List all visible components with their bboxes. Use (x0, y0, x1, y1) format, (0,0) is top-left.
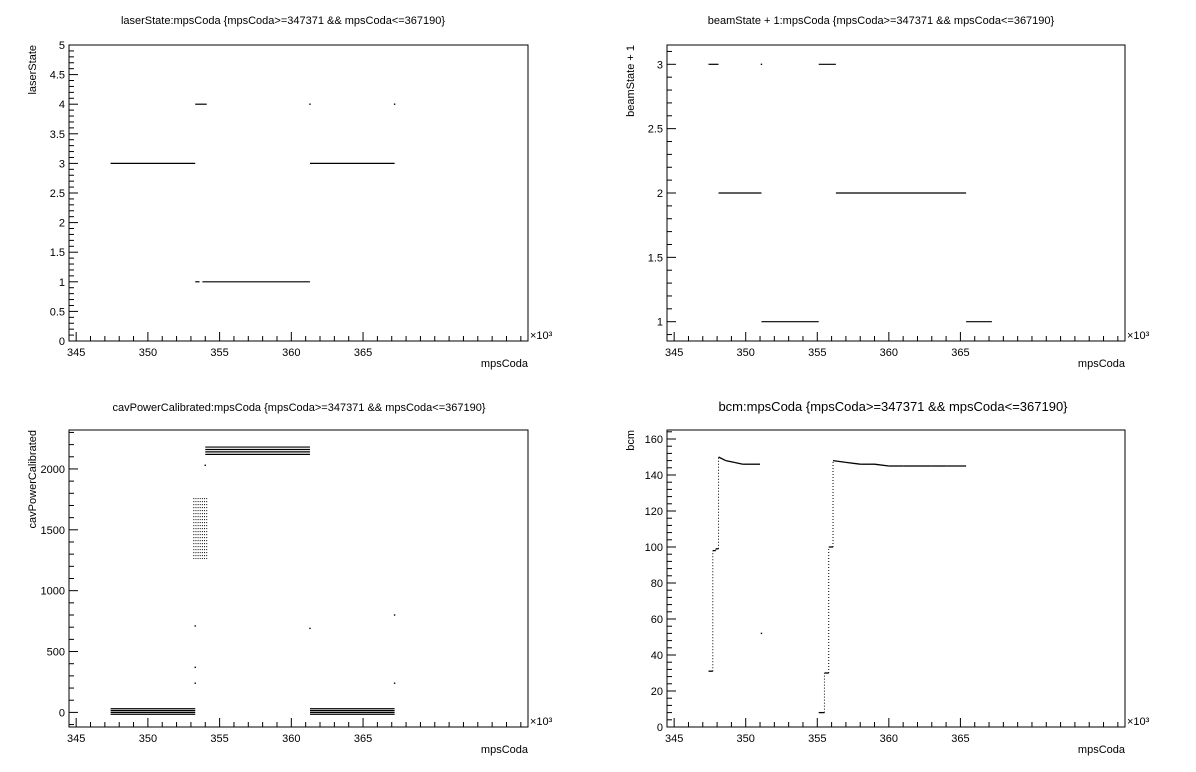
x-tick-label: 350 (139, 733, 157, 745)
data-point (194, 682, 196, 684)
x-tick-label: 360 (282, 347, 300, 359)
data-point (204, 464, 206, 466)
y-axis-label: bcm (625, 430, 637, 451)
y-tick-label: 3.5 (50, 129, 65, 141)
y-tick-label: 100 (645, 542, 663, 554)
data-point (393, 103, 396, 105)
chart-title: bcm:mpsCoda {mpsCoda>=347371 && mpsCoda<… (718, 399, 1068, 414)
plot-frame (68, 429, 529, 728)
x-tick-label: 355 (808, 347, 826, 359)
y-tick-label: 0.5 (50, 306, 65, 318)
x-tick-label: 355 (210, 347, 228, 359)
x-tick-label: 350 (139, 347, 157, 359)
chart-panel-1: laserState:mpsCoda {mpsCoda>=347371 && m… (27, 15, 553, 370)
data-series-segment (734, 461, 743, 465)
x-tick-label: 365 (354, 733, 372, 745)
y-tick-label: 20 (651, 686, 663, 698)
y-axis-label: laserState (27, 45, 39, 95)
data-series-segment (874, 463, 889, 467)
chart-title: laserState:mpsCoda {mpsCoda>=347371 && m… (121, 15, 445, 27)
data-point (393, 682, 396, 684)
data-series-segment (832, 459, 846, 464)
x-axis-label: mpsCoda (481, 358, 529, 370)
x-tick-label: 345 (67, 347, 85, 359)
chart-panel-4: bcm:mpsCoda {mpsCoda>=347371 && mpsCoda<… (625, 399, 1150, 756)
y-tick-label: 1000 (41, 586, 65, 598)
x-multiplier-label: ×10³ (530, 716, 553, 728)
data-point (760, 63, 763, 66)
y-tick-label: 0 (59, 336, 65, 348)
data-point (760, 632, 763, 635)
y-tick-label: 2000 (41, 464, 65, 476)
y-tick-label: 60 (651, 614, 663, 626)
chart-title: cavPowerCalibrated:mpsCoda {mpsCoda>=347… (112, 402, 485, 414)
y-axis-label: cavPowerCalibrated (27, 430, 39, 528)
x-multiplier-label: ×10³ (1127, 330, 1150, 342)
x-tick-label: 345 (665, 733, 683, 745)
x-axis-label: mpsCoda (1078, 358, 1126, 370)
x-tick-label: 360 (880, 733, 898, 745)
y-tick-label: 160 (645, 434, 663, 446)
x-tick-label: 350 (737, 733, 755, 745)
x-tick-label: 355 (210, 733, 228, 745)
data-point (309, 627, 311, 630)
y-tick-label: 3 (59, 158, 65, 170)
chart-panel-3: cavPowerCalibrated:mpsCoda {mpsCoda>=347… (27, 402, 553, 756)
data-series-segment (718, 456, 726, 462)
plot-frame (666, 429, 1126, 728)
x-tick-label: 355 (808, 733, 826, 745)
y-tick-label: 3 (657, 59, 663, 71)
y-tick-label: 140 (645, 470, 663, 482)
y-tick-label: 4 (59, 99, 65, 111)
data-point (309, 103, 311, 105)
y-tick-label: 120 (645, 506, 663, 518)
data-series-segment (725, 459, 735, 464)
y-tick-label: 1 (59, 277, 65, 289)
data-point (194, 666, 196, 669)
y-tick-label: 1500 (41, 525, 65, 537)
y-tick-label: 4.5 (50, 70, 65, 82)
data-point (194, 625, 196, 627)
y-axis-label: beamState + 1 (625, 45, 637, 117)
y-tick-label: 80 (651, 578, 663, 590)
y-tick-label: 2 (59, 218, 65, 230)
x-axis-label: mpsCoda (1078, 744, 1126, 756)
plot-frame (68, 44, 529, 342)
x-multiplier-label: ×10³ (1127, 716, 1150, 728)
x-tick-label: 345 (665, 347, 683, 359)
data-series-segment (845, 461, 861, 465)
y-tick-label: 2 (657, 188, 663, 200)
x-axis-label: mpsCoda (481, 744, 529, 756)
x-tick-label: 365 (951, 347, 969, 359)
y-tick-label: 2.5 (648, 124, 663, 136)
x-multiplier-label: ×10³ (530, 330, 553, 342)
y-tick-label: 1.5 (648, 252, 663, 264)
x-tick-label: 350 (737, 347, 755, 359)
y-tick-label: 1 (657, 317, 663, 329)
x-tick-label: 365 (354, 347, 372, 359)
y-tick-label: 1.5 (50, 247, 65, 259)
chart-title: beamState + 1:mpsCoda {mpsCoda>=347371 &… (708, 15, 1055, 27)
x-tick-label: 365 (951, 733, 969, 745)
x-tick-label: 345 (67, 733, 85, 745)
y-tick-label: 5 (59, 40, 65, 52)
y-tick-label: 0 (59, 707, 65, 719)
data-point (393, 614, 396, 616)
x-tick-label: 360 (282, 733, 300, 745)
y-tick-label: 500 (47, 647, 65, 659)
chart-panel-2: beamState + 1:mpsCoda {mpsCoda>=347371 &… (625, 15, 1150, 370)
x-tick-label: 360 (880, 347, 898, 359)
y-tick-label: 40 (651, 650, 663, 662)
y-tick-label: 0 (657, 722, 663, 734)
y-tick-label: 2.5 (50, 188, 65, 200)
